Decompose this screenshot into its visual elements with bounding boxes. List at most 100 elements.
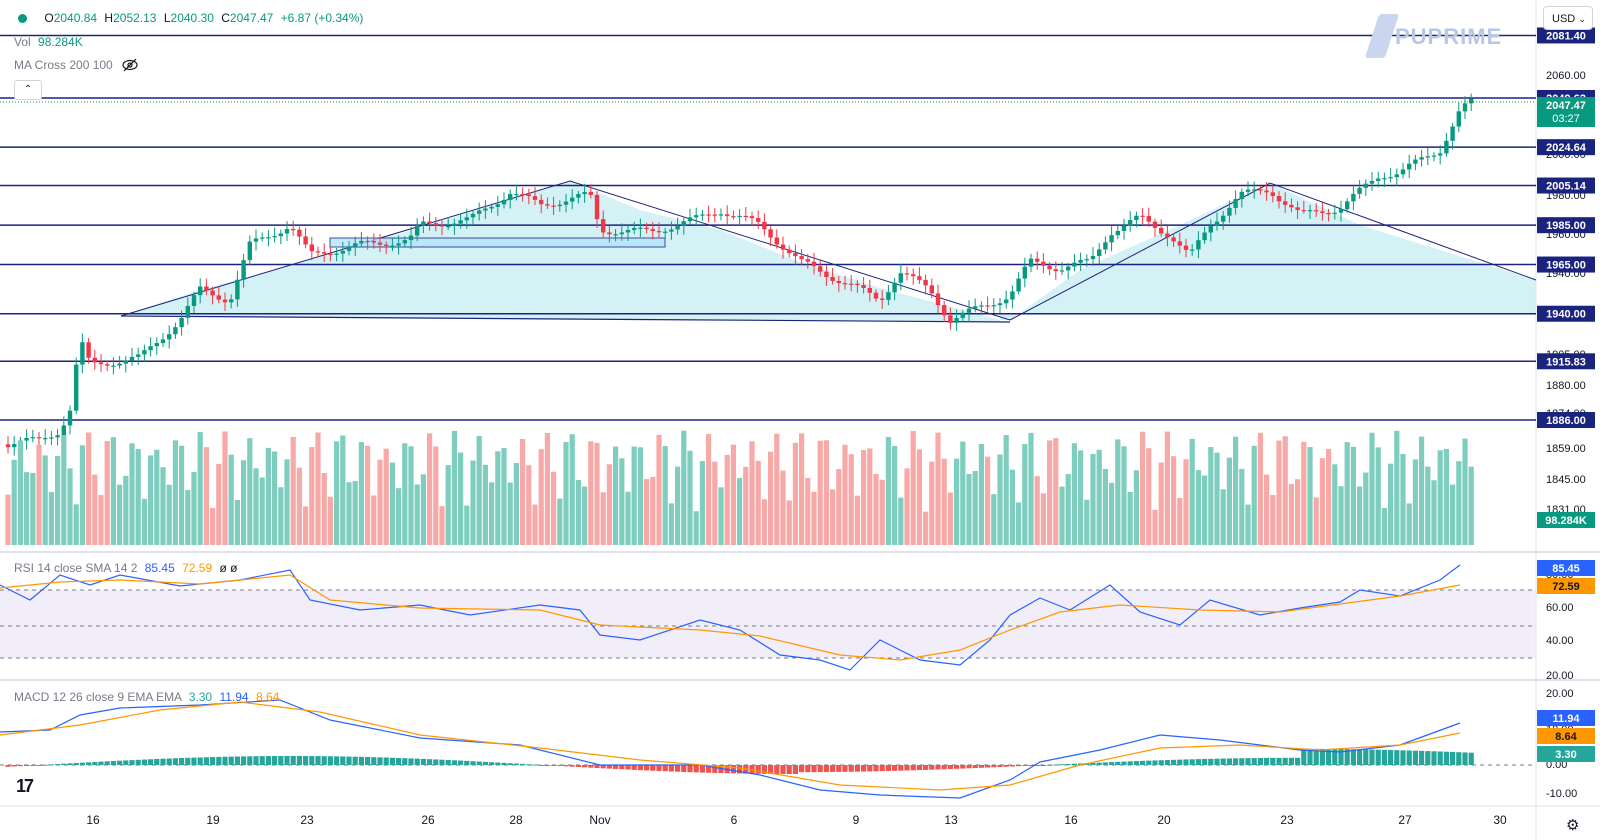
candle-body (1190, 249, 1195, 251)
volume-bar (92, 474, 98, 545)
volume-bar (1047, 440, 1053, 545)
macd-legend[interactable]: MACD 12 26 close 9 EMA EMA 3.30 11.94 8.… (14, 690, 279, 704)
volume-bar (656, 434, 662, 545)
currency-select[interactable]: USD ⌄ (1543, 6, 1593, 30)
candle-body (818, 266, 823, 272)
volume-bar (17, 440, 23, 545)
candle-body (204, 286, 209, 291)
settings-icon[interactable]: ⚙ (1566, 817, 1580, 834)
macd-hist-bar (129, 760, 135, 765)
candle-body (743, 215, 748, 218)
candle-body (489, 206, 494, 209)
sr-level-label: 2024.64 (1546, 142, 1587, 154)
macd-hist-bar (600, 765, 606, 769)
volume-bar (1183, 459, 1189, 545)
candle-body (98, 362, 104, 365)
macd-hist-bar (1034, 765, 1040, 766)
macd-hist-bar (1239, 758, 1245, 765)
candle-body (1357, 187, 1362, 194)
volume-bar (445, 465, 451, 545)
macd-hist-bar (135, 759, 141, 765)
tradingview-logo[interactable]: 17 (16, 776, 34, 796)
macd-hist-bar (1257, 757, 1263, 765)
macd-hist-bar (36, 765, 42, 766)
candle-body (1134, 215, 1139, 221)
macd-hist-bar (79, 762, 85, 765)
macd-hist-bar (253, 756, 259, 765)
candle-body (43, 438, 48, 440)
macd-hist-bar (439, 759, 445, 765)
eye-off-icon[interactable] (122, 58, 138, 72)
candle-body (991, 305, 996, 307)
candle-body (377, 242, 383, 245)
candle-body (1115, 230, 1120, 236)
last-price-tag (1537, 97, 1595, 127)
collapse-legend-button[interactable]: ⌃ (14, 80, 42, 100)
volume-bar (854, 495, 860, 545)
macd-hist-bar (110, 761, 116, 765)
volume-bar (1059, 486, 1065, 545)
candle-body (340, 250, 345, 254)
volume-bar (885, 436, 891, 545)
candle-body (1314, 210, 1319, 212)
volume-bar (1307, 447, 1313, 545)
macd-hist-bar (755, 765, 761, 774)
candle-body (55, 435, 60, 438)
rsi-value: 85.45 (144, 561, 175, 575)
candle-body (1233, 199, 1238, 208)
candle-body (1363, 183, 1368, 188)
macd-hist-bar (861, 765, 867, 772)
volume-legend[interactable]: Vol 98.284K (14, 35, 83, 49)
volume-bar (272, 451, 278, 545)
volume-bar (575, 480, 581, 545)
volume-label: Vol (14, 35, 31, 49)
currency-value: USD (1552, 13, 1576, 25)
candle-body (1320, 211, 1325, 214)
volume-bar (569, 434, 575, 545)
candle-body (272, 236, 277, 238)
volume-bar (1295, 479, 1301, 545)
macd-hist-bar (458, 760, 464, 765)
pattern-outline-left (120, 180, 1011, 321)
candle-body (1413, 159, 1418, 164)
macd-hist-bar (55, 764, 61, 766)
volume-bar (1332, 464, 1338, 545)
candle-body (551, 205, 556, 207)
candle-body (849, 283, 854, 285)
ma-cross-legend[interactable]: MA Cross 200 100 (14, 58, 138, 72)
volume-bar (513, 462, 519, 545)
rsi-legend[interactable]: RSI 14 close SMA 14 2 85.45 72.59 ø ø (14, 561, 238, 575)
volume-bar (613, 446, 619, 545)
sr-level-label: 1915.83 (1546, 356, 1586, 368)
volume-bar (805, 477, 811, 545)
candle-body (427, 221, 432, 224)
macd-hist-bar (1270, 757, 1276, 765)
macd-hist-bar (123, 760, 129, 765)
volume-bar (873, 473, 879, 545)
volume-bar (1443, 448, 1449, 545)
macd-hist-bar (24, 765, 30, 766)
ohlc-legend: O2040.84 H2052.13 L2040.30 C2047.47 +6.8… (18, 11, 363, 25)
macd-hist-bar (1171, 759, 1177, 765)
volume-bar (154, 449, 160, 545)
volume-bar (1419, 436, 1425, 545)
macd-label: MACD 12 26 close 9 EMA EMA (14, 690, 182, 704)
volume-bar (1301, 441, 1307, 545)
macd-hist-bar (141, 759, 147, 765)
macd-hist-bar (1419, 750, 1425, 765)
candle-body (210, 290, 215, 296)
macd-line-value: 11.94 (219, 690, 249, 704)
volume-bar (997, 454, 1003, 545)
volume-bar (117, 484, 123, 545)
volume-bar (284, 459, 290, 545)
candle-body (49, 437, 54, 439)
sr-level-label: 1965.00 (1546, 260, 1586, 272)
candle-body (1221, 215, 1226, 222)
volume-bar (489, 482, 495, 545)
candle-body (1326, 213, 1331, 215)
macd-hist-bar (569, 765, 575, 767)
macd-hist-bar (1220, 758, 1226, 765)
macd-hist-bar (179, 758, 185, 765)
volume-bar (321, 473, 327, 545)
